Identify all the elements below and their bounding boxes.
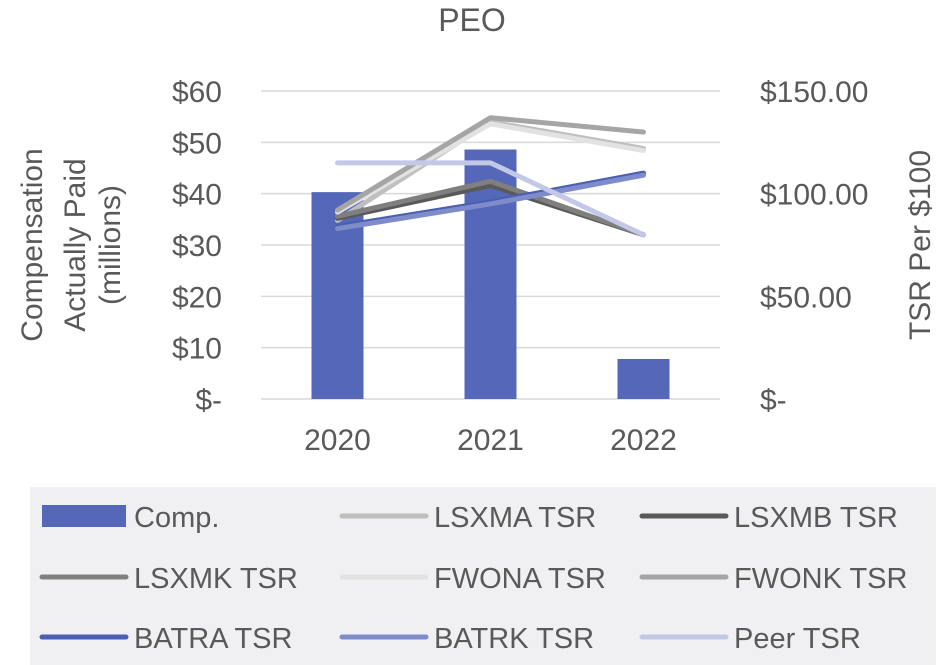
y-axis-label: Compensation <box>16 148 49 341</box>
y2-tick-label: $- <box>760 384 787 417</box>
chart-title: PEO <box>438 2 506 38</box>
y-axis-label: (millions) <box>94 185 127 305</box>
y-tick-label: $- <box>195 384 222 417</box>
legend-label: LSXMB TSR <box>734 502 898 534</box>
legend-label: BATRK TSR <box>434 623 594 655</box>
y-tick-label: $60 <box>172 76 222 109</box>
legend-label: Peer TSR <box>734 623 861 655</box>
y-axis-label: Actually Paid <box>59 158 92 331</box>
legend-label: LSXMA TSR <box>434 502 596 534</box>
y-tick-label: $40 <box>172 179 222 212</box>
x-tick-label: 2022 <box>610 424 677 457</box>
y-tick-label: $20 <box>172 281 222 314</box>
y2-tick-label: $50.00 <box>760 281 852 314</box>
y-tick-label: $30 <box>172 230 222 263</box>
series-line <box>335 115 646 213</box>
series-line <box>335 178 646 238</box>
y-tick-label: $10 <box>172 333 222 366</box>
series-line <box>335 121 646 215</box>
series-line <box>335 172 646 232</box>
x-tick-label: 2021 <box>457 424 524 457</box>
legend-box <box>30 487 936 665</box>
legend-label: LSXMK TSR <box>134 563 298 595</box>
y2-axis-label: TSR Per $100 <box>904 150 937 340</box>
x-tick-label: 2020 <box>304 424 371 457</box>
y-tick-label: $50 <box>172 127 222 160</box>
bar-comp <box>617 358 670 399</box>
legend-swatch-bar <box>42 505 126 527</box>
legend-label: Comp. <box>134 502 219 534</box>
y2-tick-label: $100.00 <box>760 179 868 212</box>
legend-label: FWONA TSR <box>434 563 606 595</box>
legend-label: BATRA TSR <box>134 623 292 655</box>
legend-label: FWONK TSR <box>734 563 907 595</box>
series-line <box>335 160 646 238</box>
y2-tick-label: $150.00 <box>760 76 868 109</box>
